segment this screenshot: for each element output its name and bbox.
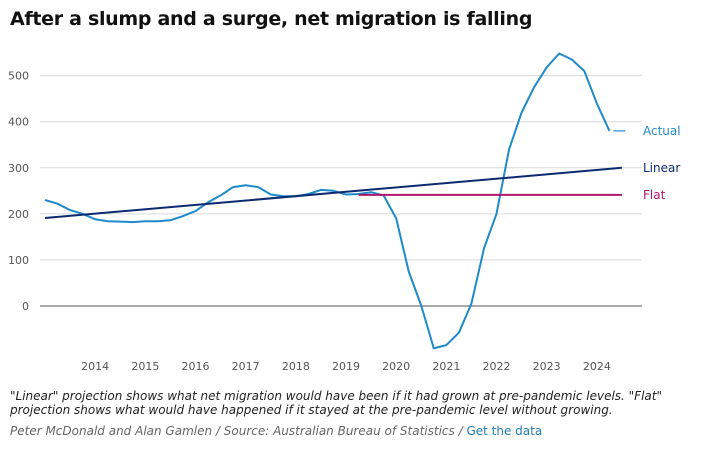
source-text: Peter McDonald and Alan Gamlen / Source:… (10, 424, 463, 438)
series-label-linear: Linear (643, 161, 680, 175)
get-the-data-link[interactable]: Get the data (466, 424, 543, 438)
y-tick-label: 100 (8, 254, 29, 267)
y-tick-label: 0 (22, 300, 29, 313)
x-axis-ticks: 2014 2015 2016 2017 2018 2019 2020 2021 2022 2023… (81, 360, 611, 373)
series-labels: Actual Linear Flat (613, 124, 681, 202)
series-label-actual: Actual (643, 124, 681, 138)
x-tick-label: 2023 (533, 360, 561, 373)
grid-layer (40, 75, 642, 307)
x-tick-label: 2021 (432, 360, 460, 373)
x-tick-label: 2022 (483, 360, 511, 373)
x-tick-label: 2016 (182, 360, 210, 373)
x-tick-label: 2018 (282, 360, 310, 373)
chart-title: After a slump and a surge, net migration… (10, 8, 533, 30)
x-tick-label: 2014 (81, 360, 109, 373)
y-tick-label: 500 (8, 70, 29, 83)
x-tick-label: 2019 (332, 360, 360, 373)
y-tick-label: 400 (8, 116, 29, 129)
x-tick-label: 2015 (131, 360, 159, 373)
y-tick-label: 200 (8, 208, 29, 221)
series-label-flat: Flat (643, 188, 666, 202)
chart-source: Peter McDonald and Alan Gamlen / Source:… (10, 424, 542, 438)
series-line-linear (44, 166, 622, 219)
series-layer (44, 52, 622, 350)
series-line-actual (44, 52, 611, 350)
chart-note: "Linear" projection shows what net migra… (10, 389, 662, 417)
x-tick-label: 2024 (583, 360, 611, 373)
x-tick-label: 2017 (232, 360, 260, 373)
y-axis-ticks: 0 100 200 300 400 500 (8, 70, 29, 313)
x-tick-label: 2020 (382, 360, 410, 373)
y-tick-label: 300 (8, 162, 29, 175)
